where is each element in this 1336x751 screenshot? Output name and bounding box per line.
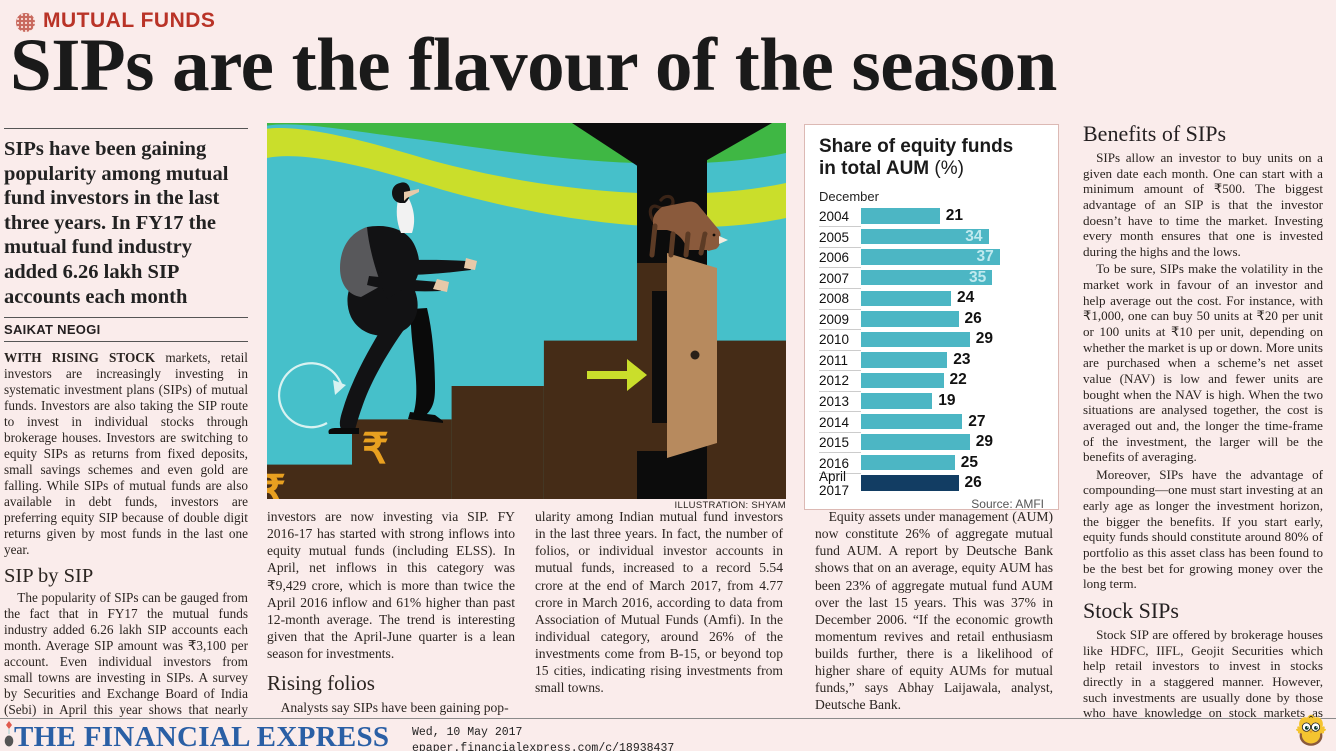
svg-text:₹: ₹ bbox=[267, 467, 286, 499]
svg-text:₹: ₹ bbox=[362, 425, 389, 472]
